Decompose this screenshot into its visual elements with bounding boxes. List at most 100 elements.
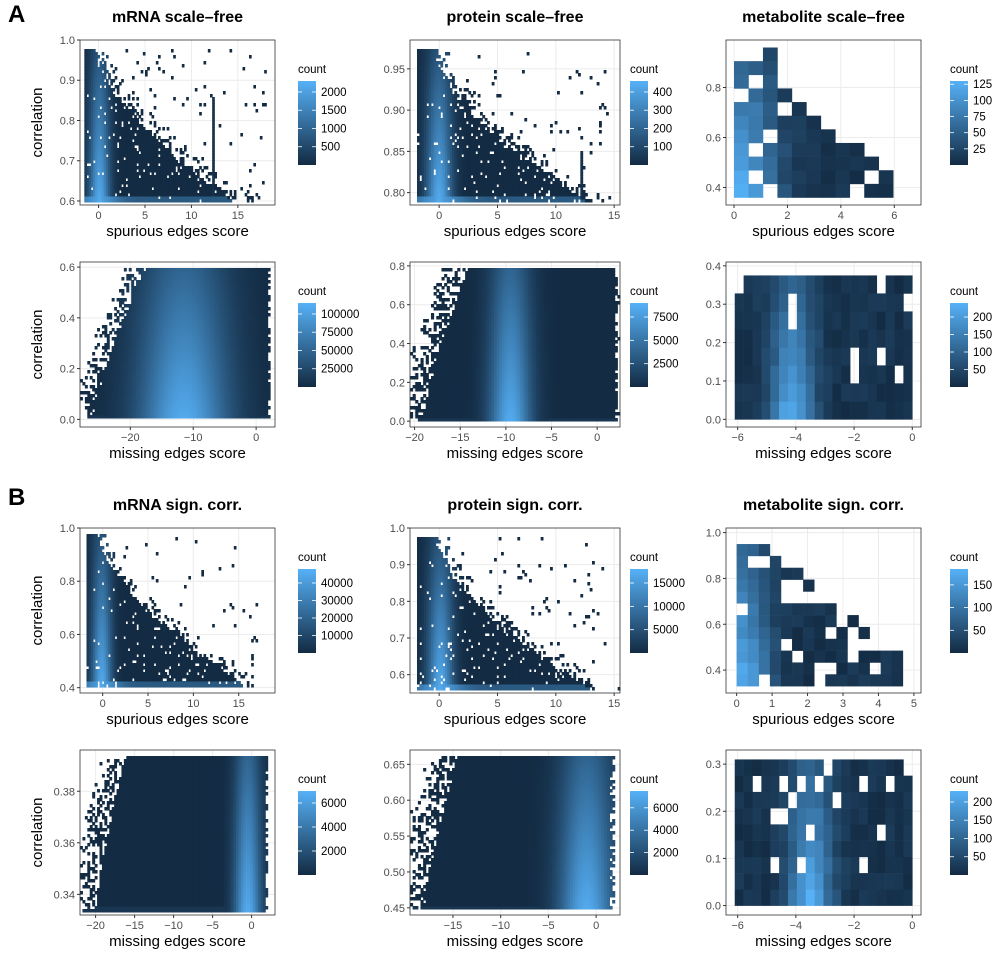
heatmap-cell [489, 148, 493, 152]
heatmap-cell [519, 151, 523, 155]
heatmap-cell [194, 184, 198, 188]
heatmap-cell [477, 133, 481, 137]
heatmap-cell [524, 145, 528, 149]
heatmap-cell [181, 196, 185, 200]
heatmap-cell [132, 112, 135, 116]
heatmap-cell [596, 196, 600, 200]
heatmap-cell [86, 145, 90, 149]
heatmap-cell [449, 73, 453, 77]
heatmap-cell [116, 136, 120, 140]
heatmap-cell [791, 156, 807, 171]
heatmap-cell [487, 130, 490, 134]
heatmap-cell [148, 352, 152, 356]
heatmap-cell [129, 142, 133, 146]
heatmap-cell [494, 172, 497, 176]
heatmap-cell [129, 199, 133, 203]
heatmap-cell [131, 364, 135, 368]
heatmap-cell [104, 367, 108, 371]
heatmap-cell [515, 154, 518, 158]
heatmap-cell [459, 115, 462, 119]
heatmap-cell [172, 283, 176, 287]
heatmap-cell [116, 370, 120, 374]
heatmap-cell [167, 325, 171, 329]
heatmap-cell [220, 190, 224, 194]
heatmap-cell [433, 178, 437, 182]
heatmap-cell [145, 310, 149, 314]
heatmap-cell [110, 136, 113, 140]
heatmap-cell [170, 394, 174, 398]
heatmap-cell [142, 184, 146, 188]
heatmap-cell [150, 292, 154, 296]
heatmap-cell [466, 79, 469, 83]
heatmap-cell [229, 193, 233, 197]
heatmap-cell [136, 319, 139, 323]
heatmap-cell [99, 67, 103, 71]
heatmap-cell [155, 277, 159, 281]
heatmap-cell [150, 286, 154, 290]
heatmap-cell [97, 97, 100, 101]
heatmap-cell [131, 388, 135, 392]
heatmap-cell [524, 196, 528, 200]
heatmap-cell [138, 412, 142, 416]
heatmap-cell [108, 118, 111, 122]
heatmap-cell [123, 328, 127, 332]
heatmap-cell [112, 124, 116, 128]
heatmap-cell [155, 379, 159, 383]
heatmap-cell [155, 301, 159, 305]
heatmap-cell [108, 196, 111, 200]
heatmap-cell [188, 166, 191, 170]
heatmap-cell [95, 118, 98, 122]
heatmap-cell [108, 112, 111, 116]
heatmap-cell [210, 196, 213, 200]
heatmap-cell [806, 129, 822, 144]
heatmap-cell [212, 178, 215, 182]
heatmap-cell [552, 193, 556, 197]
heatmap-cell [133, 346, 137, 350]
heatmap-cell [762, 61, 778, 76]
heatmap-cell [119, 160, 122, 164]
heatmap-cell [179, 163, 183, 167]
heatmap-cell [820, 142, 836, 157]
heatmap-cell [445, 193, 448, 197]
heatmap-cell [417, 130, 420, 134]
heatmap-cell [153, 307, 157, 311]
heatmap-cell [192, 181, 196, 185]
heatmap-cell [162, 319, 166, 323]
heatmap-cell [491, 160, 495, 164]
heatmap-cell [136, 346, 139, 350]
heatmap-cell [454, 184, 458, 188]
heatmap-cell [162, 271, 166, 275]
heatmap-cell [131, 352, 135, 356]
heatmap-cell [114, 142, 118, 146]
heatmap-cell [223, 193, 226, 197]
heatmap-cell [445, 151, 448, 155]
heatmap-cell [110, 154, 113, 158]
heatmap-cell [145, 391, 149, 395]
heatmap-cell [194, 187, 198, 191]
heatmap-cell [123, 391, 127, 395]
heatmap-cell [145, 331, 149, 335]
heatmap-cell [116, 133, 120, 137]
heatmap-cell [459, 109, 462, 113]
heatmap-cell [138, 337, 142, 341]
heatmap-cell [97, 178, 100, 182]
heatmap-cell [142, 163, 146, 167]
heatmap-cell [145, 322, 149, 326]
heatmap-cell [417, 157, 420, 161]
heatmap-cell [93, 181, 96, 185]
heatmap-cell [153, 382, 157, 386]
heatmap-cell [454, 169, 458, 173]
heatmap-cell [433, 157, 437, 161]
heatmap-cell [426, 97, 430, 101]
heatmap-cell [155, 289, 159, 293]
heatmap-cell [148, 376, 152, 380]
heatmap-cell [417, 127, 420, 131]
heatmap-cell [167, 316, 171, 320]
heatmap-cell [554, 181, 558, 185]
heatmap-cell [99, 388, 103, 392]
heatmap-cell [148, 358, 152, 362]
heatmap-cell [512, 190, 516, 194]
heatmap-cell [132, 175, 135, 179]
heatmap-cell [133, 367, 137, 371]
heatmap-cell [459, 187, 462, 191]
